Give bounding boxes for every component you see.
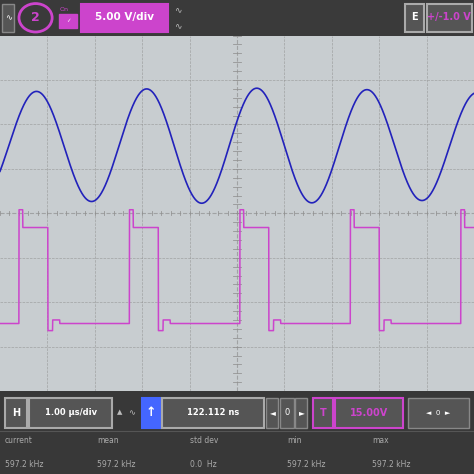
Text: 597.2 kHz: 597.2 kHz xyxy=(372,460,410,468)
Text: std dev: std dev xyxy=(190,437,218,445)
FancyBboxPatch shape xyxy=(2,4,14,32)
Text: max: max xyxy=(372,437,389,445)
Text: ∿: ∿ xyxy=(174,6,182,14)
Text: current: current xyxy=(5,437,33,445)
Text: 2: 2 xyxy=(31,11,40,24)
Text: 597.2 kHz: 597.2 kHz xyxy=(97,460,136,468)
Text: H: H xyxy=(12,408,20,418)
Text: min: min xyxy=(287,437,301,445)
FancyBboxPatch shape xyxy=(266,398,278,428)
Text: 5.00 V/div: 5.00 V/div xyxy=(95,12,154,22)
Text: 1.00 μs/div: 1.00 μs/div xyxy=(45,408,97,417)
Text: ►: ► xyxy=(299,408,304,417)
Text: ◄: ◄ xyxy=(270,408,275,417)
FancyBboxPatch shape xyxy=(405,4,424,32)
Text: 15.00V: 15.00V xyxy=(350,408,388,418)
FancyBboxPatch shape xyxy=(408,398,469,428)
FancyBboxPatch shape xyxy=(313,398,333,428)
FancyBboxPatch shape xyxy=(29,398,112,428)
Text: On: On xyxy=(59,8,68,12)
Text: ✓: ✓ xyxy=(66,18,71,24)
Text: +/-1.0 V: +/-1.0 V xyxy=(428,12,471,22)
Text: ∿: ∿ xyxy=(128,408,135,417)
Text: ◄  0  ►: ◄ 0 ► xyxy=(426,410,451,416)
Text: E: E xyxy=(411,12,418,22)
FancyBboxPatch shape xyxy=(59,14,77,27)
FancyBboxPatch shape xyxy=(81,4,168,32)
FancyBboxPatch shape xyxy=(5,398,27,428)
Text: ∿: ∿ xyxy=(5,13,12,22)
Text: 0: 0 xyxy=(284,408,290,417)
FancyBboxPatch shape xyxy=(295,398,307,428)
FancyBboxPatch shape xyxy=(280,398,294,428)
Text: mean: mean xyxy=(97,437,119,445)
FancyBboxPatch shape xyxy=(162,398,264,428)
Text: 597.2 kHz: 597.2 kHz xyxy=(287,460,325,468)
FancyBboxPatch shape xyxy=(142,398,160,428)
FancyBboxPatch shape xyxy=(427,4,472,32)
Text: ↑: ↑ xyxy=(146,406,156,419)
Text: 0.0  Hz: 0.0 Hz xyxy=(190,460,216,468)
Text: ▲: ▲ xyxy=(117,410,123,416)
Text: 122.112 ns: 122.112 ns xyxy=(187,408,239,417)
FancyBboxPatch shape xyxy=(335,398,403,428)
Text: ∿: ∿ xyxy=(174,21,182,30)
Text: 597.2 kHz: 597.2 kHz xyxy=(5,460,43,468)
Text: T: T xyxy=(319,408,326,418)
